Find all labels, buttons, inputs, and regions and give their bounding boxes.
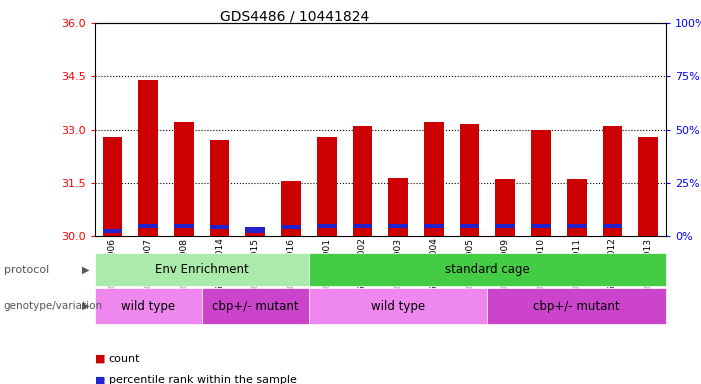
Bar [317, 137, 336, 236]
Bar [281, 225, 301, 229]
Text: wild type: wild type [121, 300, 175, 313]
Bar [567, 224, 587, 228]
Bar [281, 181, 301, 236]
Bar [603, 224, 622, 228]
Text: ■: ■ [95, 354, 105, 364]
Text: Env Enrichment: Env Enrichment [155, 263, 249, 276]
Text: protocol: protocol [4, 265, 49, 275]
Text: percentile rank within the sample: percentile rank within the sample [109, 375, 297, 384]
Bar [567, 179, 587, 236]
Text: cbp+/- mutant: cbp+/- mutant [533, 300, 620, 313]
Bar [496, 179, 515, 236]
Text: GDS4486 / 10441824: GDS4486 / 10441824 [220, 10, 369, 23]
Bar [424, 224, 444, 228]
Bar [353, 224, 372, 228]
Bar [353, 126, 372, 236]
Bar [603, 126, 622, 236]
Text: standard cage: standard cage [445, 263, 530, 276]
Bar [174, 224, 193, 228]
Bar [531, 129, 551, 236]
Text: count: count [109, 354, 140, 364]
Bar [174, 122, 193, 236]
Text: wild type: wild type [371, 300, 426, 313]
Bar [639, 137, 658, 236]
Bar [496, 224, 515, 228]
Bar [460, 224, 479, 228]
Bar [460, 124, 479, 236]
Bar [138, 80, 158, 236]
Bar [138, 224, 158, 228]
Bar [245, 227, 265, 233]
Bar [317, 224, 336, 228]
Bar [531, 224, 551, 228]
Text: ■: ■ [95, 375, 105, 384]
Text: cbp+/- mutant: cbp+/- mutant [212, 300, 299, 313]
Text: ▶: ▶ [82, 301, 90, 311]
Bar [102, 229, 122, 233]
Bar [424, 122, 444, 236]
Bar [210, 140, 229, 236]
Bar [245, 229, 265, 236]
Bar [388, 177, 408, 236]
Bar [210, 225, 229, 229]
Text: genotype/variation: genotype/variation [4, 301, 102, 311]
Text: ▶: ▶ [82, 265, 90, 275]
Bar [102, 137, 122, 236]
Bar [388, 224, 408, 228]
